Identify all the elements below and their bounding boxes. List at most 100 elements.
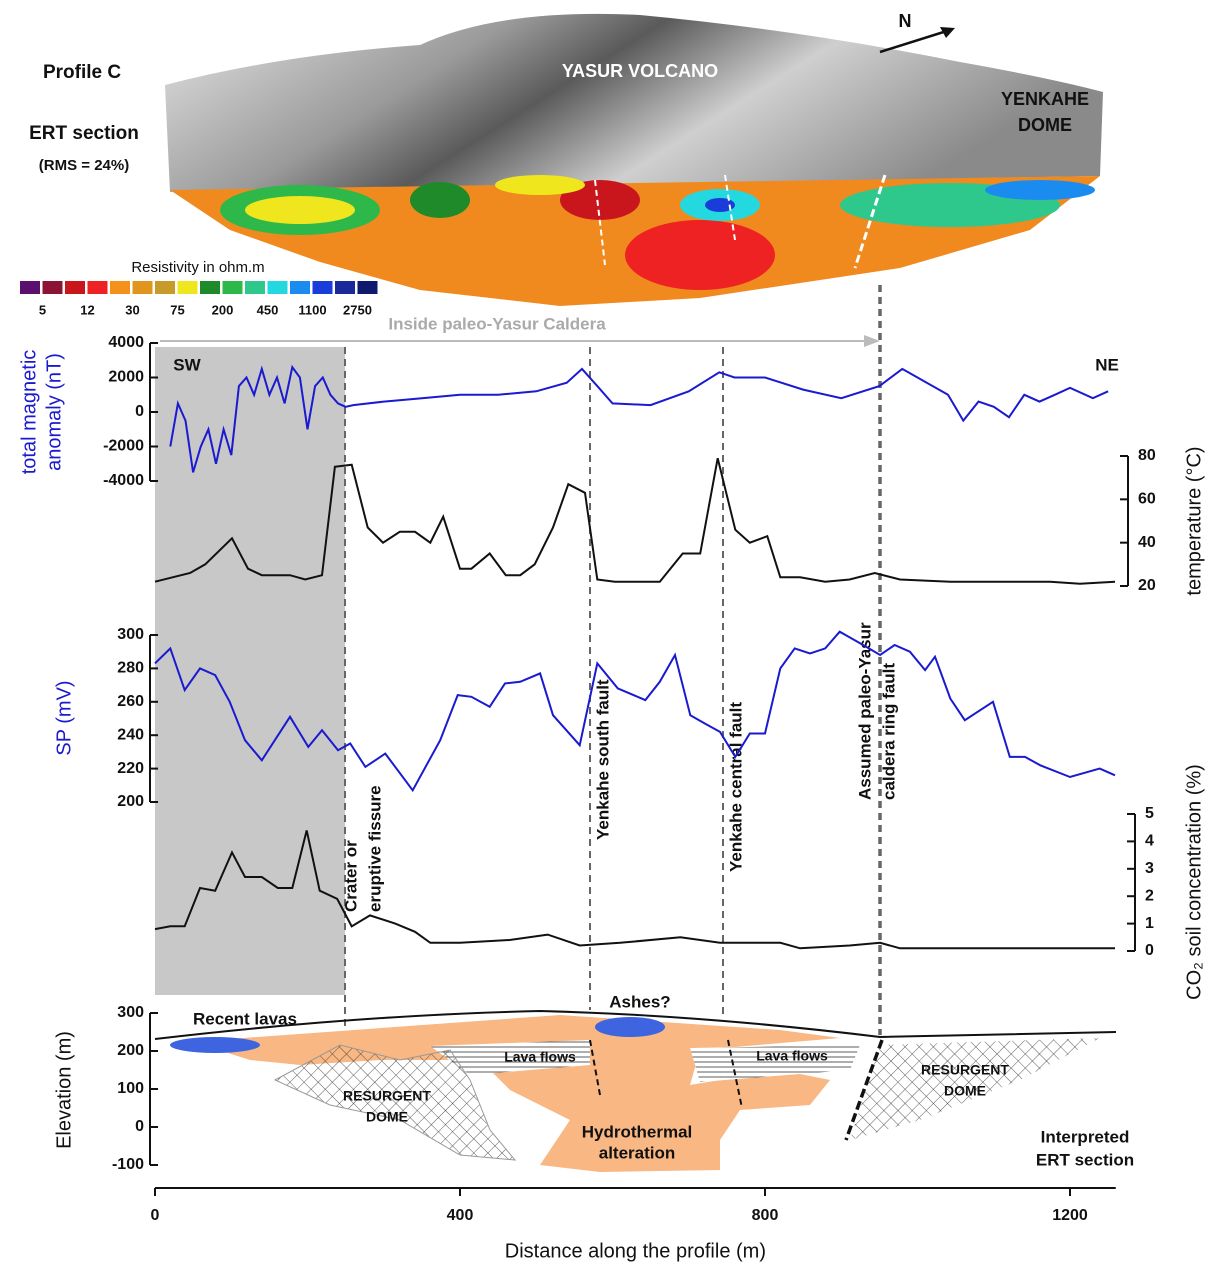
x-tick-label: 800 bbox=[752, 1207, 779, 1224]
colorbar-swatch bbox=[335, 281, 355, 294]
section-label: DOME bbox=[366, 1109, 408, 1125]
faults bbox=[344, 285, 882, 1035]
y-tick-label: 0 bbox=[135, 403, 144, 420]
section-label: DOME bbox=[944, 1083, 986, 1099]
colorbar-swatch bbox=[312, 281, 333, 294]
fault-label: Assumed paleo-Yasur bbox=[855, 622, 874, 800]
dome-label: YENKAHE bbox=[1001, 89, 1089, 109]
y-tick-label: -2000 bbox=[103, 438, 144, 455]
colorbar-tick: 5 bbox=[39, 302, 46, 317]
colorbar-swatch bbox=[132, 281, 153, 294]
volcano-label: YASUR VOLCANO bbox=[562, 61, 718, 81]
section-label: ERT section bbox=[1036, 1150, 1134, 1169]
ert-image bbox=[165, 13, 1103, 306]
section-label: alteration bbox=[599, 1143, 676, 1162]
data-line bbox=[154, 457, 1116, 585]
y-tick-label: 200 bbox=[117, 793, 144, 810]
ert-label: ERT section bbox=[29, 123, 139, 144]
colorbar-swatch bbox=[42, 281, 63, 294]
colorbar-title: Resistivity in ohm.m bbox=[131, 259, 264, 276]
fault-label: Crater or bbox=[341, 840, 360, 912]
y-tick-label: -100 bbox=[112, 1156, 144, 1173]
y-tick-label: 300 bbox=[117, 1004, 144, 1021]
data-line bbox=[154, 830, 1115, 950]
data-line bbox=[169, 364, 1109, 473]
y-tick-label: 3 bbox=[1145, 860, 1154, 877]
y-tick-label: 4000 bbox=[108, 334, 144, 351]
y-tick-label: 20 bbox=[1138, 577, 1156, 594]
dome-label: DOME bbox=[1018, 115, 1072, 135]
y-axis-label: SP (mV) bbox=[53, 680, 75, 755]
caldera-arrow-head bbox=[864, 335, 880, 347]
colorbar-tick: 2750 bbox=[343, 302, 372, 317]
colorbar-swatch bbox=[65, 281, 85, 294]
section-label: Ashes? bbox=[609, 992, 670, 1011]
caldera-label: Inside paleo-Yasur Caldera bbox=[388, 314, 606, 333]
colorbar-swatch bbox=[222, 281, 243, 294]
x-axis-label: Distance along the profile (m) bbox=[505, 1240, 766, 1262]
colorbar-tick: 75 bbox=[170, 302, 184, 317]
colorbar-tick: 450 bbox=[257, 302, 279, 317]
fault-label: caldera ring fault bbox=[879, 663, 898, 800]
y-tick-label: 280 bbox=[117, 660, 144, 677]
section-label: Interpreted bbox=[1041, 1127, 1130, 1146]
colorbar-swatch bbox=[155, 281, 175, 294]
profile-label: Profile C bbox=[43, 62, 121, 83]
fault-label: Yenkahe central fault bbox=[726, 702, 745, 872]
y-axis-label: total magnetic bbox=[18, 350, 40, 475]
colorbar-tick: 200 bbox=[212, 302, 234, 317]
section-shapes bbox=[154, 1009, 1117, 1172]
x-tick-label: 400 bbox=[447, 1207, 474, 1224]
section-label: Recent lavas bbox=[193, 1009, 297, 1028]
y-axis-label: CO₂ soil concentration (%) bbox=[1183, 764, 1205, 1000]
colorbar-swatch bbox=[110, 281, 130, 294]
y-tick-label: 4 bbox=[1145, 833, 1154, 850]
ne-label: NE bbox=[1095, 355, 1119, 374]
colorbar-swatch bbox=[20, 281, 40, 294]
y-tick-label: 5 bbox=[1145, 805, 1154, 822]
section-label: Lava flows bbox=[504, 1049, 576, 1065]
colorbar-swatch bbox=[290, 281, 310, 294]
colorbar-swatch bbox=[357, 281, 378, 294]
data-line bbox=[154, 630, 1116, 793]
y-tick-label: 1 bbox=[1145, 915, 1154, 932]
y-tick-label: 60 bbox=[1138, 491, 1156, 508]
x-tick-label: 1200 bbox=[1052, 1207, 1088, 1224]
y-tick-label: 2000 bbox=[108, 369, 144, 386]
y-tick-label: 0 bbox=[1145, 942, 1154, 959]
section-label: RESURGENT bbox=[343, 1088, 431, 1104]
sw-label: SW bbox=[173, 355, 201, 374]
y-tick-label: 220 bbox=[117, 760, 144, 777]
y-tick-label: 200 bbox=[117, 1042, 144, 1059]
shaded-zone bbox=[155, 347, 345, 995]
colorbar-swatch bbox=[245, 281, 265, 294]
colorbar-tick: 30 bbox=[125, 302, 139, 317]
fault-label: eruptive fissure bbox=[365, 785, 384, 912]
colorbar-tick: 1100 bbox=[298, 302, 326, 317]
y-tick-label: 260 bbox=[117, 693, 144, 710]
colorbar-tick: 12 bbox=[80, 302, 94, 317]
y-tick-label: 300 bbox=[117, 626, 144, 643]
x-tick-label: 0 bbox=[151, 1207, 160, 1224]
y-tick-label: 80 bbox=[1138, 447, 1156, 464]
y-tick-label: 100 bbox=[117, 1080, 144, 1097]
colorbar-swatch bbox=[200, 281, 220, 294]
y-tick-label: 240 bbox=[117, 726, 144, 743]
y-tick-label: 0 bbox=[135, 1118, 144, 1135]
y-axis-label: Elevation (m) bbox=[53, 1031, 75, 1149]
y-tick-label: 2 bbox=[1145, 887, 1154, 904]
section-label: Hydrothermal bbox=[582, 1122, 693, 1141]
colorbar-swatch bbox=[87, 281, 108, 294]
section-label: Lava flows bbox=[756, 1048, 828, 1064]
north-label: N bbox=[899, 11, 912, 31]
y-tick-label: -4000 bbox=[103, 472, 144, 489]
fault-label: Yenkahe south fault bbox=[593, 679, 612, 840]
y-axis-label: temperature (°C) bbox=[1183, 446, 1205, 595]
colorbar-swatch bbox=[177, 281, 198, 294]
y-axis-label: anomaly (nT) bbox=[43, 353, 65, 471]
y-tick-label: 40 bbox=[1138, 534, 1156, 551]
colorbar-swatch bbox=[267, 281, 288, 294]
section-label: RESURGENT bbox=[921, 1062, 1009, 1078]
rms-label: (RMS = 24%) bbox=[39, 157, 129, 174]
